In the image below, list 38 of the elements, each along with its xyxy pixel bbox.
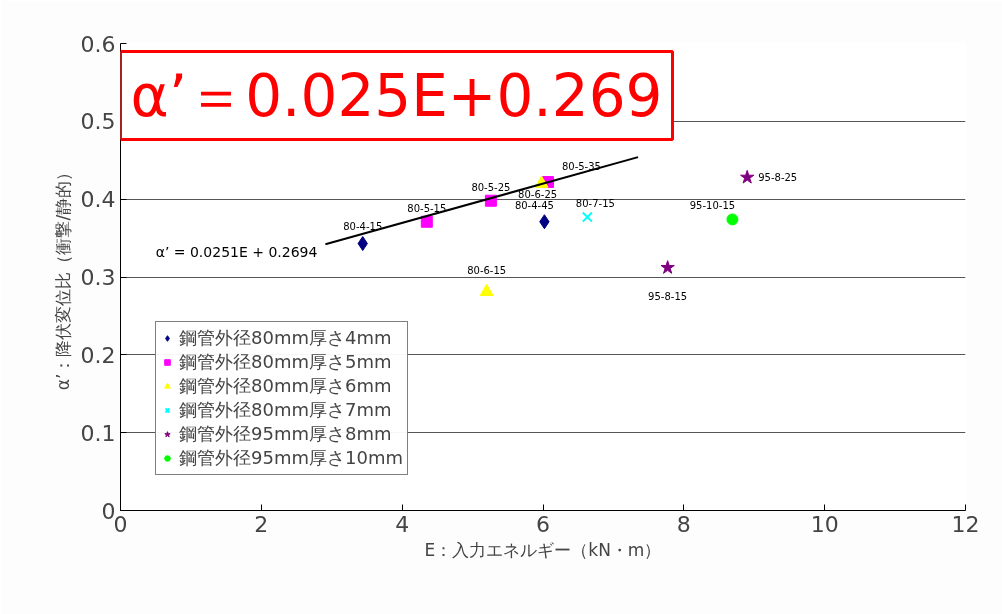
legend-label: 鋼管外径95mm厚さ8mm	[179, 422, 392, 446]
y-tick-label: 0.4	[80, 187, 116, 213]
annotation: 80-5-25	[471, 181, 511, 193]
legend-label: 鋼管外径80mm厚さ7mm	[179, 398, 392, 422]
point	[740, 169, 755, 184]
annotation: α’＝0.025E+0.269	[130, 61, 663, 130]
y-tick-label: 0.3	[80, 265, 116, 290]
legend-label: 鋼管外径80mm厚さ5mm	[179, 350, 392, 374]
x-tick-label: 6	[536, 511, 550, 537]
legend-label: 鋼管外径80mm厚さ6mm	[179, 374, 392, 398]
y-tick-label: 0.5	[80, 109, 116, 135]
annotation: 80-4-45	[514, 199, 554, 211]
point	[726, 213, 739, 226]
annotation: 95-8-15	[648, 290, 688, 302]
annotation: 95-10-15	[689, 200, 736, 212]
point	[479, 283, 494, 297]
y-axis-title: α’：降伏変位比（衝撃/静的）	[52, 163, 73, 391]
y-tick-label: 0.2	[80, 342, 116, 368]
x-tick-label: 12	[951, 511, 980, 537]
annotation: α’ = 0.0251E + 0.2694	[155, 244, 318, 261]
point	[581, 211, 593, 223]
annotation: 80-6-25	[518, 188, 558, 200]
x-axis-title: E：入力エネルギー（kN・m）	[424, 539, 662, 560]
point	[660, 260, 675, 274]
x-tick-label: 4	[395, 511, 410, 537]
annotation: 80-6-15	[467, 264, 507, 276]
legend-label: 鋼管外径95mm厚さ10mm	[179, 446, 403, 470]
y-tick-label: 0.6	[80, 31, 116, 57]
annotation: 95-8-25	[758, 172, 798, 184]
x-tick-label: 10	[810, 511, 839, 537]
x-tick-label: 2	[254, 511, 269, 537]
annotation: 80-5-15	[407, 202, 447, 214]
annotation: 80-5-35	[561, 161, 601, 173]
y-tick-label: 0.1	[80, 420, 116, 446]
x-tick-label: 8	[676, 511, 691, 537]
annotation: 80-4-15	[343, 220, 383, 232]
legend-label: 鋼管外径80mm厚さ4mm	[179, 326, 392, 350]
annotation: 80-7-15	[575, 198, 615, 210]
